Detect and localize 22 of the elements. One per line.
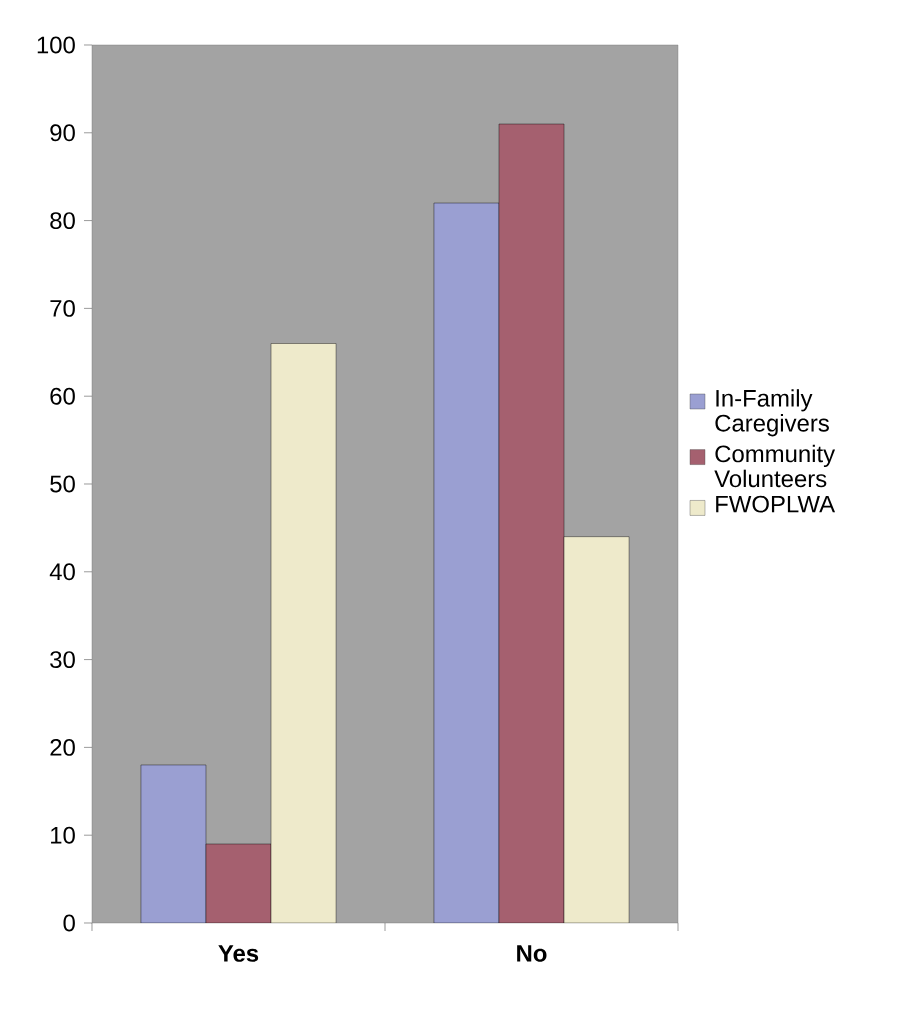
legend-label: Community Volunteers bbox=[714, 444, 836, 488]
x-tick-label: Yes bbox=[218, 945, 259, 962]
y-tick-label: 40 bbox=[49, 563, 75, 581]
y-tick-label: 70 bbox=[50, 299, 75, 317]
y-tick-label: 50 bbox=[50, 475, 75, 493]
y-tick-label: 20 bbox=[50, 738, 75, 756]
y-tick-label: 10 bbox=[51, 826, 75, 844]
legend-label: FWOPLWA bbox=[716, 495, 836, 513]
y-tick-label: 90 bbox=[50, 124, 75, 142]
legend-label: In-Family Caregivers bbox=[715, 389, 829, 437]
bar bbox=[205, 843, 272, 923]
bar bbox=[140, 764, 207, 923]
bar bbox=[270, 343, 337, 923]
y-tick-label: 80 bbox=[50, 212, 75, 230]
y-tick-label: 0 bbox=[63, 914, 75, 932]
y-tick-label: 30 bbox=[50, 651, 75, 669]
bar bbox=[563, 536, 630, 923]
bar bbox=[498, 123, 565, 923]
x-tick-label: No bbox=[517, 945, 547, 962]
y-tick-label: 100 bbox=[37, 36, 75, 54]
y-tick-label: 60 bbox=[50, 387, 75, 405]
bar bbox=[433, 202, 500, 923]
